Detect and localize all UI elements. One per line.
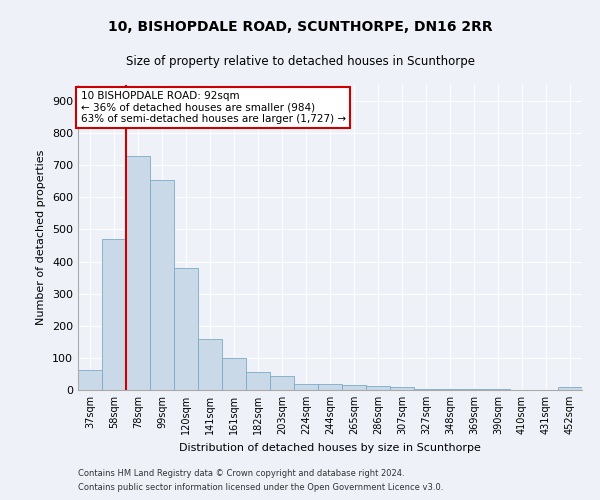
Bar: [342, 385, 366, 390]
Bar: [78, 370, 102, 390]
Bar: [366, 386, 390, 390]
Bar: [246, 372, 270, 390]
Bar: [102, 239, 126, 390]
Text: 10, BISHOPDALE ROAD, SCUNTHORPE, DN16 2RR: 10, BISHOPDALE ROAD, SCUNTHORPE, DN16 2R…: [107, 20, 493, 34]
Bar: [438, 388, 462, 390]
X-axis label: Distribution of detached houses by size in Scunthorpe: Distribution of detached houses by size …: [179, 442, 481, 452]
Bar: [558, 388, 582, 390]
Bar: [126, 156, 150, 390]
Text: 10 BISHOPDALE ROAD: 92sqm
← 36% of detached houses are smaller (984)
63% of semi: 10 BISHOPDALE ROAD: 92sqm ← 36% of detac…: [80, 91, 346, 124]
Bar: [414, 388, 438, 390]
Bar: [318, 384, 342, 390]
Bar: [174, 268, 198, 390]
Y-axis label: Number of detached properties: Number of detached properties: [37, 150, 46, 325]
Bar: [294, 384, 318, 390]
Text: Contains public sector information licensed under the Open Government Licence v3: Contains public sector information licen…: [78, 484, 443, 492]
Bar: [270, 376, 294, 390]
Bar: [198, 338, 222, 390]
Text: Contains HM Land Registry data © Crown copyright and database right 2024.: Contains HM Land Registry data © Crown c…: [78, 468, 404, 477]
Bar: [150, 180, 174, 390]
Bar: [222, 358, 246, 390]
Text: Size of property relative to detached houses in Scunthorpe: Size of property relative to detached ho…: [125, 55, 475, 68]
Bar: [390, 387, 414, 390]
